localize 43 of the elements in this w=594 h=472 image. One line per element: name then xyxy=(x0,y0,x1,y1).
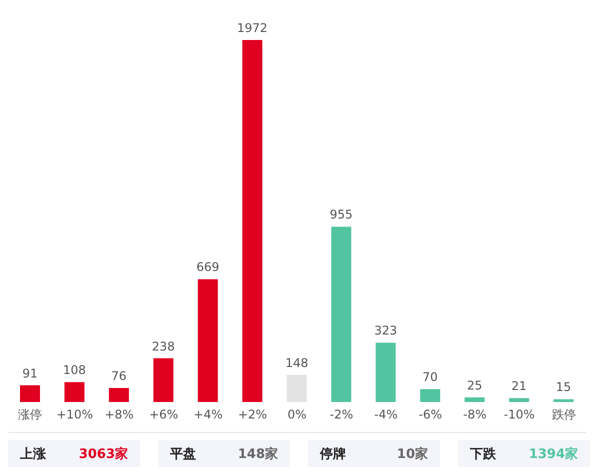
x-tick-label: 跌停 xyxy=(552,408,576,422)
x-tick-label: -2% xyxy=(330,408,354,422)
x-tick-label: +8% xyxy=(104,408,134,422)
x-tick-label: +2% xyxy=(238,408,268,422)
data-label: 25 xyxy=(466,378,482,392)
bar xyxy=(153,358,174,402)
data-label: 1972 xyxy=(237,21,268,35)
bar xyxy=(464,397,485,402)
data-label: 323 xyxy=(374,324,398,338)
data-label: 669 xyxy=(196,260,220,274)
data-label: 238 xyxy=(152,339,175,354)
x-tick-label: +6% xyxy=(149,408,178,422)
bar xyxy=(420,389,440,402)
data-label: 148 xyxy=(285,356,308,370)
bar xyxy=(242,40,262,402)
bar xyxy=(286,374,307,402)
text: 平盘 148家 xyxy=(170,446,278,462)
bar xyxy=(108,388,129,402)
bar xyxy=(554,399,574,402)
data-label: 21 xyxy=(511,379,527,394)
bar xyxy=(376,342,396,402)
x-tick-label: -4% xyxy=(374,408,398,422)
x-tick-label: 0% xyxy=(287,408,307,422)
bar xyxy=(331,226,352,402)
data-label: 955 xyxy=(330,208,353,222)
x-tick-label: -10% xyxy=(504,408,535,422)
bar xyxy=(198,279,218,402)
data-label: 108 xyxy=(63,363,86,378)
data-label: 91 xyxy=(22,366,38,380)
text: 下跌 1394家 xyxy=(470,446,578,462)
text: 停牌 10家 xyxy=(320,446,428,462)
x-tick-label: -8% xyxy=(463,408,487,422)
bar xyxy=(20,385,40,402)
data-label: 15 xyxy=(556,380,572,394)
bar xyxy=(64,382,84,402)
data-label: 76 xyxy=(111,369,127,384)
x-tick-label: +4% xyxy=(194,408,223,422)
data-label: 70 xyxy=(422,370,438,384)
text: 上涨 3063家 xyxy=(20,446,128,462)
x-tick-label: -6% xyxy=(418,408,442,422)
x-tick-label: 涨停 xyxy=(18,408,42,422)
x-tick-label: +10% xyxy=(56,408,94,422)
bar xyxy=(509,398,530,402)
